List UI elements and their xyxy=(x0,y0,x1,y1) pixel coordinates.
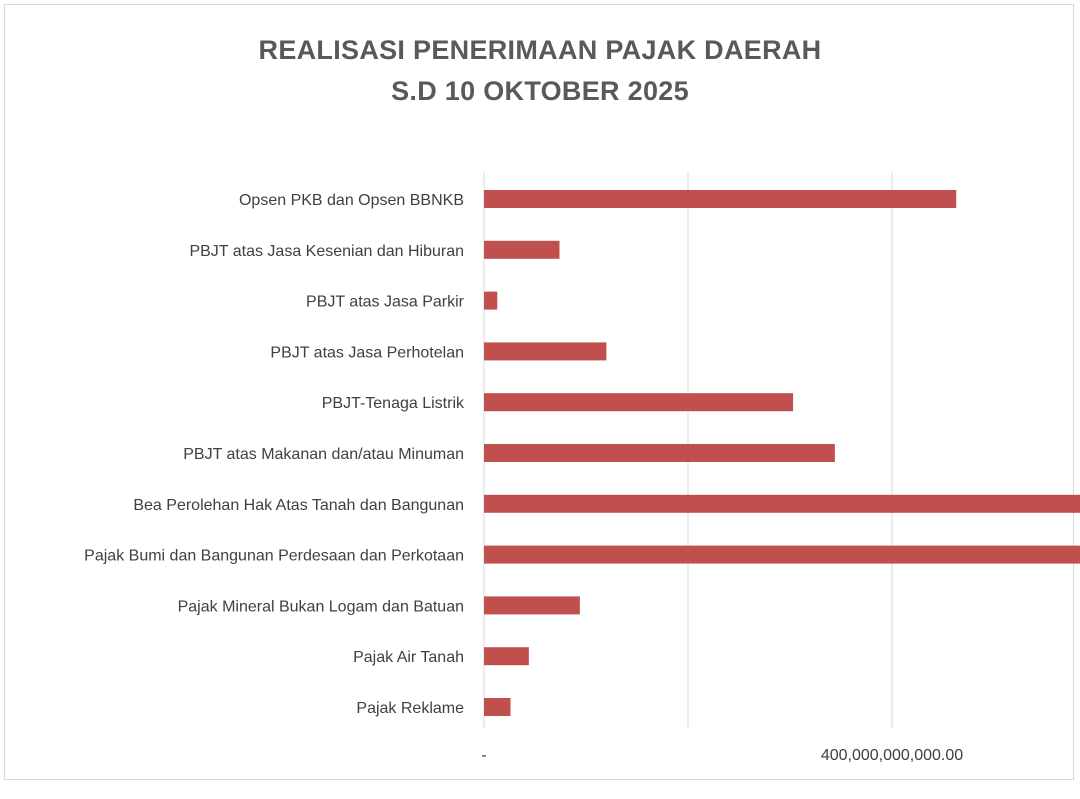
category-label: Opsen PKB dan Opsen BBNKB xyxy=(239,192,464,209)
category-label: Pajak Air Tanah xyxy=(353,649,464,666)
chart-title-line1: REALISASI PENERIMAAN PAJAK DAERAH xyxy=(258,35,822,65)
chart-title-line2: S.D 10 OKTOBER 2025 xyxy=(391,76,689,106)
category-label: PBJT atas Jasa Perhotelan xyxy=(270,344,464,361)
bar xyxy=(484,545,1080,564)
bar xyxy=(484,444,835,462)
category-label: PBJT-Tenaga Listrik xyxy=(322,395,465,412)
category-label: Bea Perolehan Hak Atas Tanah dan Banguna… xyxy=(133,497,464,514)
x-tick-label: - xyxy=(481,747,486,764)
bar xyxy=(484,647,529,666)
category-label: Pajak Bumi dan Bangunan Perdesaan dan Pe… xyxy=(84,548,464,565)
category-label: Pajak Mineral Bukan Logam dan Batuan xyxy=(178,598,464,615)
x-tick-label: 400,000,000,000.00 xyxy=(821,747,963,764)
bar xyxy=(484,190,957,208)
bar xyxy=(484,596,580,615)
category-label: PBJT atas Jasa Kesenian dan Hiburan xyxy=(189,243,464,260)
bar xyxy=(484,494,1080,513)
category-label: PBJT atas Makanan dan/atau Minuman xyxy=(183,446,464,463)
bar xyxy=(484,342,607,361)
x-axis-tick-labels: -400,000,000,000.00800,000,000,000.00 xyxy=(481,747,963,764)
bar xyxy=(484,393,794,412)
bar xyxy=(484,698,511,716)
category-labels: Opsen PKB dan Opsen BBNKB PBJT atas Jasa … xyxy=(84,192,465,717)
chart-title: REALISASI PENERIMAAN PAJAK DAERAH S.D 10… xyxy=(0,30,1080,112)
bars xyxy=(484,190,1080,716)
bar xyxy=(484,240,560,259)
category-label: Pajak Reklame xyxy=(356,700,464,717)
bar xyxy=(484,291,498,310)
chart-frame xyxy=(4,4,1074,780)
category-label: PBJT atas Jasa Parkir xyxy=(306,294,465,311)
